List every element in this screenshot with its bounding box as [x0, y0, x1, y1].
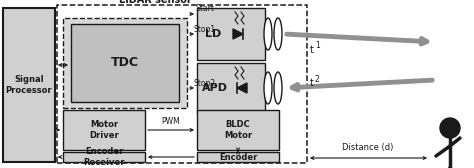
Text: Motor
Driver: Motor Driver — [89, 120, 119, 140]
Bar — [71, 24, 179, 102]
Text: Encoder
Receiver: Encoder Receiver — [83, 147, 125, 167]
Text: Encoder: Encoder — [219, 153, 257, 161]
Text: LD: LD — [205, 29, 221, 39]
Bar — [57, 5, 307, 163]
Ellipse shape — [264, 72, 272, 104]
Bar — [63, 18, 187, 108]
Text: Distance (d): Distance (d) — [342, 143, 394, 152]
Polygon shape — [237, 83, 247, 93]
Text: Signal
Processor: Signal Processor — [6, 75, 52, 95]
Bar — [197, 110, 279, 150]
Bar — [3, 8, 55, 162]
Text: APD: APD — [202, 83, 228, 93]
Polygon shape — [233, 29, 243, 39]
Text: LiDAR sensor: LiDAR sensor — [118, 0, 191, 5]
Text: Start: Start — [195, 4, 215, 13]
Text: TDC: TDC — [111, 56, 139, 70]
Bar — [63, 110, 145, 150]
Ellipse shape — [264, 18, 272, 50]
Text: Stop2: Stop2 — [194, 79, 216, 88]
Bar — [197, 63, 265, 113]
Text: t: t — [310, 45, 314, 55]
Text: PWM: PWM — [162, 117, 181, 126]
Text: t: t — [310, 78, 314, 88]
Text: 1: 1 — [315, 41, 320, 51]
Bar — [63, 152, 145, 162]
Ellipse shape — [274, 18, 282, 50]
Text: Stop1: Stop1 — [194, 25, 216, 34]
Text: 2: 2 — [315, 74, 320, 83]
Text: BLDC
Motor: BLDC Motor — [224, 120, 252, 140]
Ellipse shape — [274, 72, 282, 104]
Bar — [197, 152, 279, 162]
Circle shape — [440, 118, 460, 138]
Bar — [197, 8, 265, 60]
